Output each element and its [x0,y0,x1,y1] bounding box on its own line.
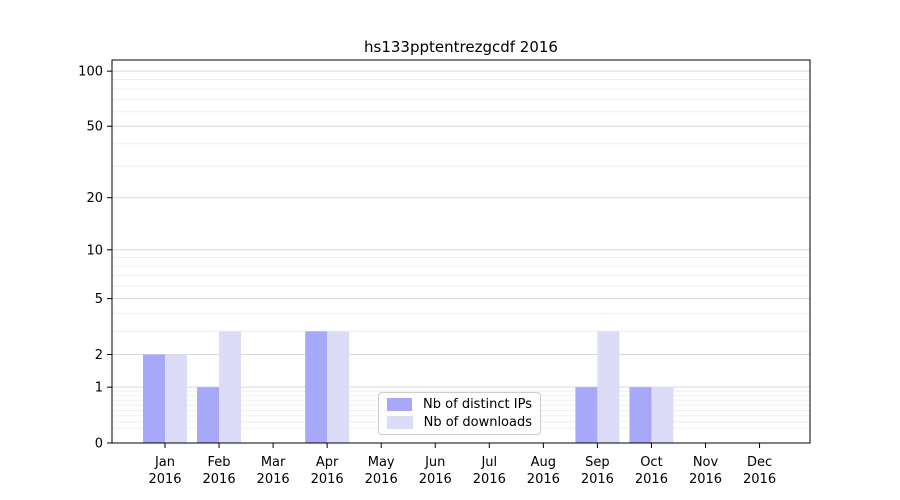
bar-downloads-apr [327,331,350,443]
x-tick-label-month: Feb [208,455,231,470]
x-tick-label-month: Apr [316,455,339,470]
x-tick-label-month: Aug [531,455,556,470]
legend: Nb of distinct IPs Nb of downloads [378,392,541,435]
x-tick-label-month: Jan [154,455,175,470]
x-tick-label-year: 2016 [743,472,776,487]
x-tick-label-year: 2016 [689,472,722,487]
x-tick-label-year: 2016 [257,472,290,487]
y-tick-label: 20 [86,191,103,206]
bar-series [143,331,674,443]
legend-item-downloads: Nb of downloads [387,415,532,430]
bar-downloads-feb [219,331,242,443]
legend-swatch-distinct-ips [387,398,413,411]
x-tick-label-year: 2016 [581,472,614,487]
x-tick-label-month: Jul [480,455,497,470]
x-tick-label-month: Jun [424,455,445,470]
x-tick-label-month: Oct [640,455,662,470]
y-tick-label: 10 [86,243,103,258]
bar-downloads-jan [165,354,187,443]
plot-border [111,59,811,444]
x-axis-ticks: Jan 2016 Feb 2016 Mar 2016 Apr 2016 May 2016 Jun 20… [148,443,776,487]
bar-distinct-ips-feb [197,387,220,443]
bar-distinct-ips-apr [305,331,328,443]
x-tick-label-month: Sep [585,455,610,470]
y-tick-label: 1 [95,381,103,396]
chart-title: hs133pptentrezgcdf 2016 [364,38,558,56]
axes-spines [111,59,811,444]
x-tick-label-month: Mar [261,455,286,470]
y-tick-label: 50 [86,120,103,135]
x-tick-label-year: 2016 [365,472,398,487]
bar-distinct-ips-jan [143,354,165,443]
x-tick-label-year: 2016 [419,472,452,487]
y-tick-label: 0 [95,437,103,452]
x-tick-label-year: 2016 [148,472,181,487]
x-tick-label-year: 2016 [635,472,668,487]
x-tick-label-year: 2016 [203,472,236,487]
x-tick-label-year: 2016 [527,472,560,487]
bar-downloads-oct [651,387,674,443]
bar-distinct-ips-sep [575,387,598,443]
legend-label-downloads: Nb of downloads [423,415,532,430]
legend-item-distinct-ips: Nb of distinct IPs [387,397,532,412]
minor-gridlines [112,79,810,429]
legend-label-distinct-ips: Nb of distinct IPs [423,397,532,412]
x-tick-label-year: 2016 [473,472,506,487]
y-tick-label: 2 [95,348,103,363]
x-tick-label-month: May [368,455,395,470]
y-axis-ticks: 0 1 2 5 10 20 50 100 [78,65,112,452]
x-tick-label-year: 2016 [311,472,344,487]
x-tick-label-month: Dec [747,455,772,470]
y-tick-label: 5 [95,292,103,307]
y-tick-label: 100 [78,65,103,80]
x-tick-label-month: Nov [693,455,719,470]
bar-distinct-ips-oct [629,387,652,443]
bar-downloads-sep [597,331,620,443]
major-gridlines [112,70,810,388]
legend-swatch-downloads [387,416,413,429]
